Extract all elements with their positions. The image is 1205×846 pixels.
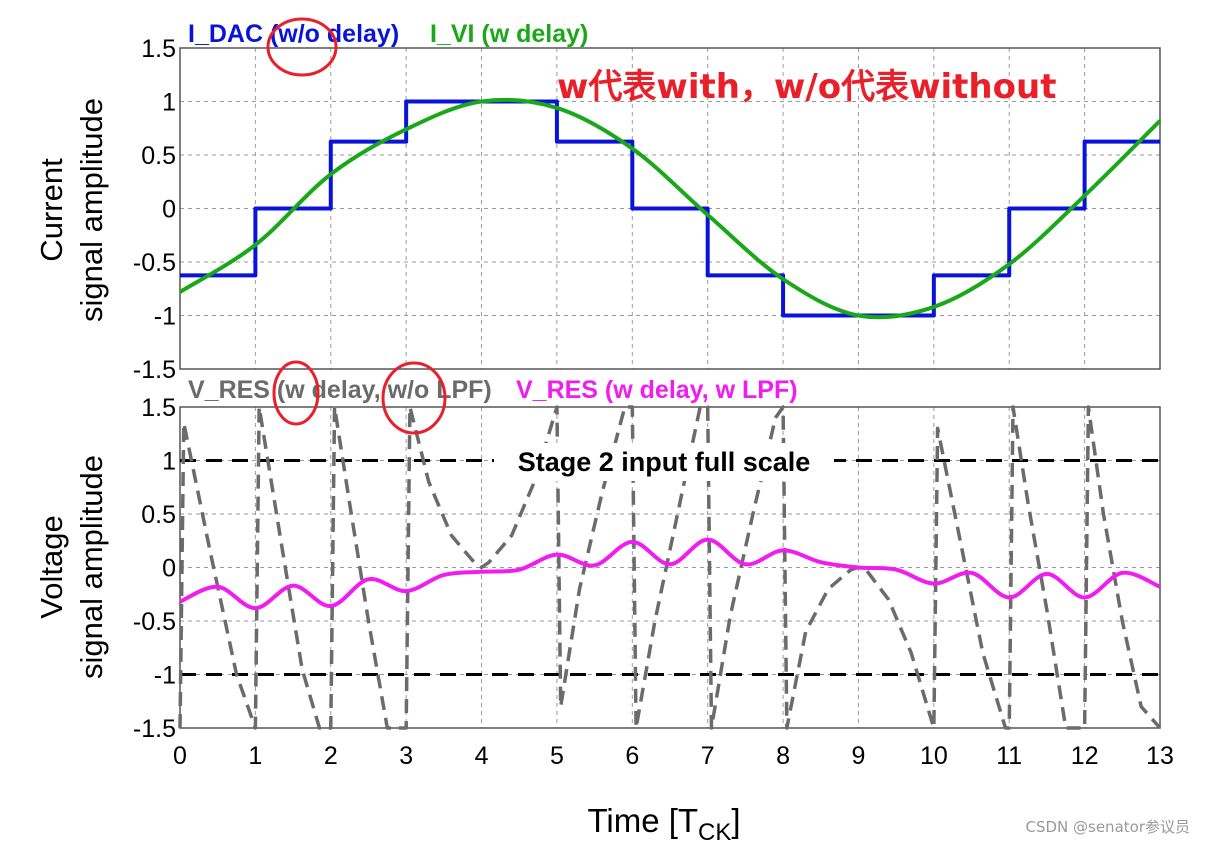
y-tick-label: 1.5 — [141, 394, 176, 422]
bottom-y-label-line2: signal amplitude — [74, 455, 109, 679]
x-axis-label: Time [TCK] — [587, 802, 740, 846]
legend-v-res-lpf: V_RES (w delay, w LPF) — [516, 376, 798, 404]
bottom-series-layer — [178, 405, 1162, 730]
series-line-bot-0 — [178, 405, 1162, 730]
x-tick-label: 9 — [852, 742, 866, 770]
series-line-top-1 — [178, 97, 1162, 320]
y-tick-label: 0 — [162, 196, 176, 224]
bottom-y-label-line1: Voltage — [34, 515, 69, 618]
legend-i-dac: I_DAC (w/o delay) — [188, 20, 399, 48]
series-line-bot-1 — [179, 537, 1161, 611]
top-y-label-line2: signal amplitude — [74, 98, 109, 322]
x-tick-label: 2 — [324, 742, 338, 770]
legend-i-vi: I_VI (w delay) — [430, 20, 588, 48]
watermark: CSDN @senator参议员 — [1025, 818, 1190, 836]
x-tick-label: 6 — [625, 742, 639, 770]
bottom-plot-frame — [179, 406, 1161, 729]
bottom-y-axis-label: Voltage signal amplitude — [34, 455, 109, 679]
full-scale-annotation: Stage 2 input full scale — [518, 447, 811, 477]
x-tick-label: 11 — [996, 742, 1022, 770]
top-y-axis-label: Current signal amplitude — [34, 98, 109, 322]
top-y-ticks: 1.5 1 0.5 0 -0.5 -1 -1.5 — [133, 35, 176, 384]
x-tick-label: 5 — [550, 742, 564, 770]
top-series-layer — [178, 97, 1162, 320]
y-tick-label: 1 — [162, 448, 176, 476]
x-tick-label: 7 — [701, 742, 715, 770]
y-tick-label: 1 — [162, 89, 176, 117]
y-tick-label: -0.5 — [133, 249, 176, 277]
x-label-close: ] — [731, 802, 740, 839]
bottom-plot: 1.510.50-0.5-1-1.5 0 1 2 3 4 5 6 7 8 9 10 11 12 13 St… — [34, 360, 1174, 846]
y-tick-label: 0.5 — [141, 501, 176, 529]
x-tick-label: 3 — [399, 742, 413, 770]
y-tick-label: -1.5 — [133, 715, 176, 743]
y-tick-label: -1.5 — [133, 356, 176, 384]
y-tick-label: -1 — [154, 662, 176, 690]
red-circle-highlight — [381, 361, 447, 435]
top-plot-frame — [179, 47, 1161, 370]
red-circle-highlight — [272, 360, 320, 426]
y-tick-label: -1 — [154, 303, 176, 331]
series-line-top-0 — [180, 99, 1160, 318]
annotation-note: w代表with，w/o代表without — [557, 67, 1056, 107]
y-tick-label: -0.5 — [133, 608, 176, 636]
bottom-y-ticks: 1.5 1 0.5 0 -0.5 -1 -1.5 — [133, 394, 176, 743]
annotation-background — [494, 443, 834, 481]
x-tick-label: 12 — [1071, 742, 1099, 770]
top-y-label-line1: Current — [34, 158, 69, 262]
x-ticks: 0 1 2 3 4 5 6 7 8 9 10 11 12 13 — [173, 742, 1174, 770]
red-circle-highlight — [266, 17, 338, 77]
x-tick-label: 8 — [776, 742, 790, 770]
top-plot: 1.5 1 0.5 0 -0.5 -1 -1.5 I_DAC (w/o delay) I_V… — [34, 17, 1162, 384]
x-tick-label: 0 — [173, 742, 187, 770]
x-tick-label: 1 — [248, 742, 262, 770]
y-tick-label: 0.5 — [141, 142, 176, 170]
x-label-subscript: CK — [698, 819, 731, 846]
x-tick-label: 4 — [475, 742, 489, 770]
y-tick-label: 1.5 — [141, 35, 176, 63]
y-tick-label: 0 — [162, 555, 176, 583]
x-tick-label: 13 — [1146, 742, 1174, 770]
x-label-main: Time [T — [587, 802, 698, 839]
x-tick-label: 10 — [920, 742, 948, 770]
